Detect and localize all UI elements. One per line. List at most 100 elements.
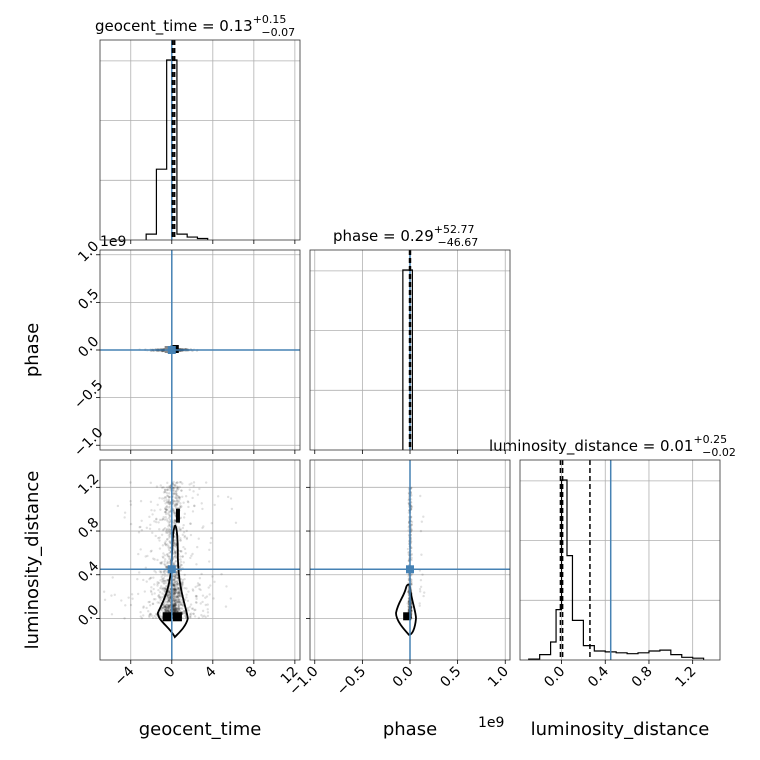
sample-point xyxy=(168,555,171,558)
sample-point xyxy=(162,486,165,489)
sample-point xyxy=(168,551,171,555)
sample-point xyxy=(410,558,413,562)
sample-point xyxy=(178,526,181,529)
sample-point xyxy=(178,600,182,604)
sample-point xyxy=(139,610,142,614)
sample-point xyxy=(175,599,179,602)
sample-point xyxy=(181,533,185,537)
sample-point xyxy=(161,573,164,577)
sample-point xyxy=(181,580,184,584)
sample-point xyxy=(177,600,180,604)
sample-point xyxy=(168,510,171,513)
sample-point xyxy=(149,589,153,592)
sample-point xyxy=(177,590,180,594)
sample-point xyxy=(173,593,176,596)
sample-point xyxy=(183,536,186,539)
sample-point xyxy=(175,607,178,610)
sample-point xyxy=(410,582,413,586)
sample-point xyxy=(168,557,171,561)
sample-point xyxy=(168,540,171,543)
sample-point xyxy=(174,604,177,607)
sample-point xyxy=(164,585,168,588)
sample-point xyxy=(163,518,167,521)
sample-point xyxy=(169,604,172,607)
sample-point xyxy=(162,589,165,592)
sample-point xyxy=(143,590,147,593)
sample-point xyxy=(168,599,171,602)
sample-point xyxy=(168,594,171,597)
sample-point xyxy=(137,531,141,534)
sample-point xyxy=(165,565,168,569)
sample-point xyxy=(179,558,182,561)
sample-point xyxy=(174,599,178,602)
sample-point xyxy=(180,489,183,492)
sample-point xyxy=(169,531,172,534)
truth-marker xyxy=(167,565,176,574)
sample-point xyxy=(172,590,175,594)
sample-point xyxy=(176,580,179,583)
sample-point xyxy=(200,502,203,505)
sample-point xyxy=(174,606,177,609)
sample-point xyxy=(196,493,200,496)
xtick-label: 0.4 xyxy=(585,663,612,690)
sample-point xyxy=(168,514,172,517)
sample-point xyxy=(173,581,177,585)
sample-point xyxy=(174,603,177,606)
sample-point xyxy=(166,596,169,599)
sample-point xyxy=(150,614,153,617)
sample-point xyxy=(173,603,176,606)
sample-point xyxy=(172,578,176,582)
sample-point xyxy=(173,599,177,602)
sample-point xyxy=(172,578,175,582)
sample-point xyxy=(168,604,171,607)
sample-point xyxy=(179,564,182,568)
sample-point xyxy=(172,584,176,587)
sample-point xyxy=(177,604,181,608)
sample-point xyxy=(164,515,167,519)
sample-point xyxy=(164,510,168,514)
sample-point xyxy=(168,592,172,596)
sample-point xyxy=(129,603,133,607)
sample-point xyxy=(166,579,170,582)
sample-point xyxy=(159,586,162,590)
sample-point xyxy=(164,608,168,611)
sample-point xyxy=(148,613,152,616)
sample-point xyxy=(165,566,168,569)
sample-point xyxy=(124,604,127,607)
sample-point xyxy=(177,600,181,604)
sample-point xyxy=(192,481,196,484)
sample-point xyxy=(176,608,179,611)
sample-point xyxy=(190,554,193,557)
sample-point xyxy=(175,607,178,610)
sample-point xyxy=(192,484,195,488)
sample-point xyxy=(175,588,178,591)
sample-point xyxy=(181,578,185,582)
sample-point xyxy=(201,526,204,530)
sample-point xyxy=(176,582,180,585)
sample-point xyxy=(162,571,166,574)
sample-point xyxy=(179,603,182,606)
contour-level xyxy=(395,583,417,636)
sample-point xyxy=(172,508,175,512)
sample-point xyxy=(177,599,181,602)
sample-point xyxy=(198,487,201,491)
sample-point xyxy=(189,614,192,617)
sample-point xyxy=(166,537,169,541)
sample-point xyxy=(173,583,176,586)
sample-point xyxy=(165,488,169,492)
sample-point xyxy=(173,539,176,542)
ytick-label: 0.0 xyxy=(75,334,102,361)
xtick-label: 0.0 xyxy=(541,664,568,691)
sample-point xyxy=(137,571,141,574)
sample-point xyxy=(174,484,177,488)
ytick-label: 1.2 xyxy=(75,471,102,498)
sample-point xyxy=(166,596,169,599)
sample-point xyxy=(168,599,171,602)
sample-point xyxy=(195,563,198,566)
sample-point xyxy=(166,553,169,556)
sample-point xyxy=(148,604,152,607)
sample-point xyxy=(163,582,166,585)
sample-point xyxy=(163,604,167,608)
sample-point xyxy=(157,536,160,540)
